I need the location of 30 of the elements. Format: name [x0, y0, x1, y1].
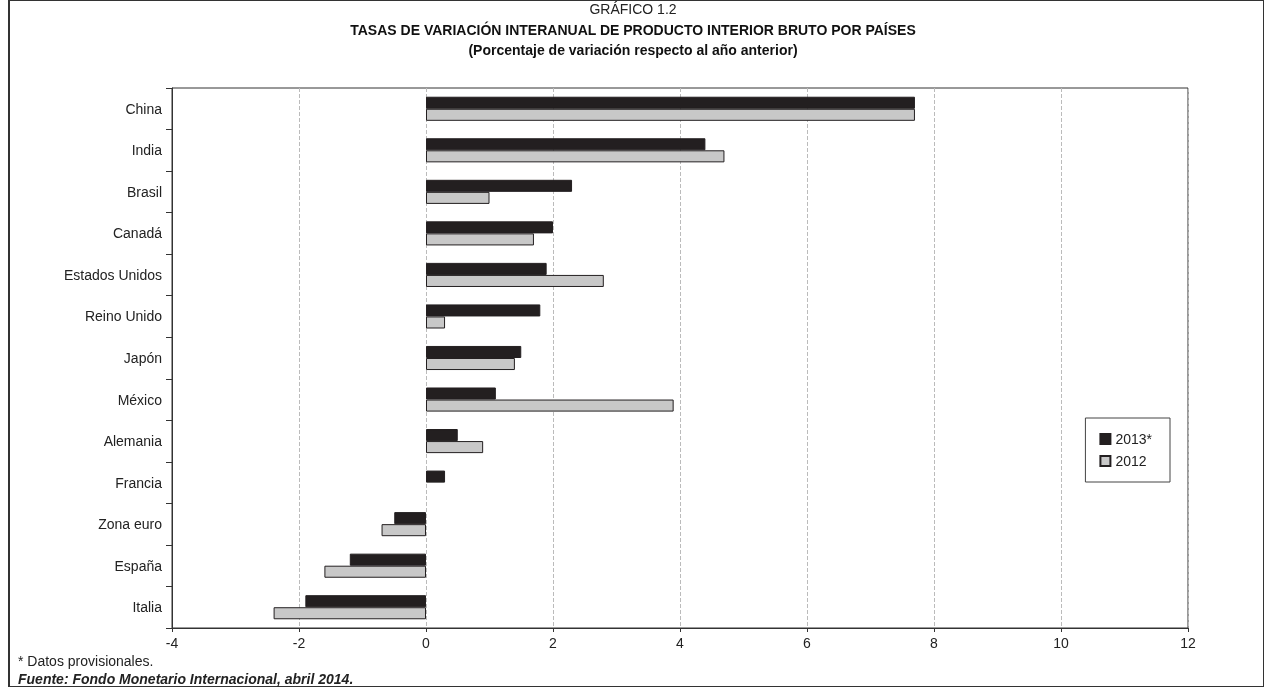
x-tick-label: 2	[549, 635, 558, 651]
y-tick-label: China	[125, 100, 163, 117]
chart-subtitle: (Porcentaje de variación respecto al año anterior)	[468, 42, 798, 58]
y-tick-label: México	[117, 391, 163, 408]
y-tick-label: Japón	[123, 350, 162, 366]
legend-label: 2013*	[1115, 431, 1153, 447]
y-tick-label: Italia	[132, 599, 163, 616]
y-tick-label: Francia	[115, 474, 163, 491]
y-tick-label: Estados Unidos	[63, 266, 162, 283]
chart-title: TASAS DE VARIACIÓN INTERANUAL DE PRODUCTO INTERIOR BRUTO POR PAÍSES	[350, 21, 916, 38]
y-tick-label: Reino Unido	[84, 308, 163, 325]
legend-label: 2012	[1115, 453, 1147, 469]
y-tick-label: Canadá	[112, 225, 163, 242]
source-note: Fuente: Fondo Monetario Internacional, abril 2014.	[18, 671, 354, 687]
x-tick-label: -2	[292, 635, 306, 651]
y-tick-label: Alemania	[103, 433, 163, 450]
y-tick-label: India	[131, 142, 163, 159]
x-tick-label: 8	[930, 635, 939, 651]
x-tick-label: 4	[676, 635, 685, 651]
y-tick-label: España	[114, 557, 163, 574]
y-tick-label: Zona euro	[98, 516, 163, 533]
x-tick-label: 0	[422, 635, 431, 651]
x-tick-label: 12	[1180, 635, 1196, 651]
y-tick-label: Brasil	[126, 183, 162, 200]
bar	[426, 470, 446, 483]
text: * Datos provisionales.	[18, 653, 154, 669]
x-tick-label: -4	[165, 635, 179, 651]
x-tick-label: 10	[1053, 635, 1069, 651]
text: GRÁFICO 1.2	[589, 1, 677, 17]
x-tick-label: 6	[803, 635, 812, 651]
